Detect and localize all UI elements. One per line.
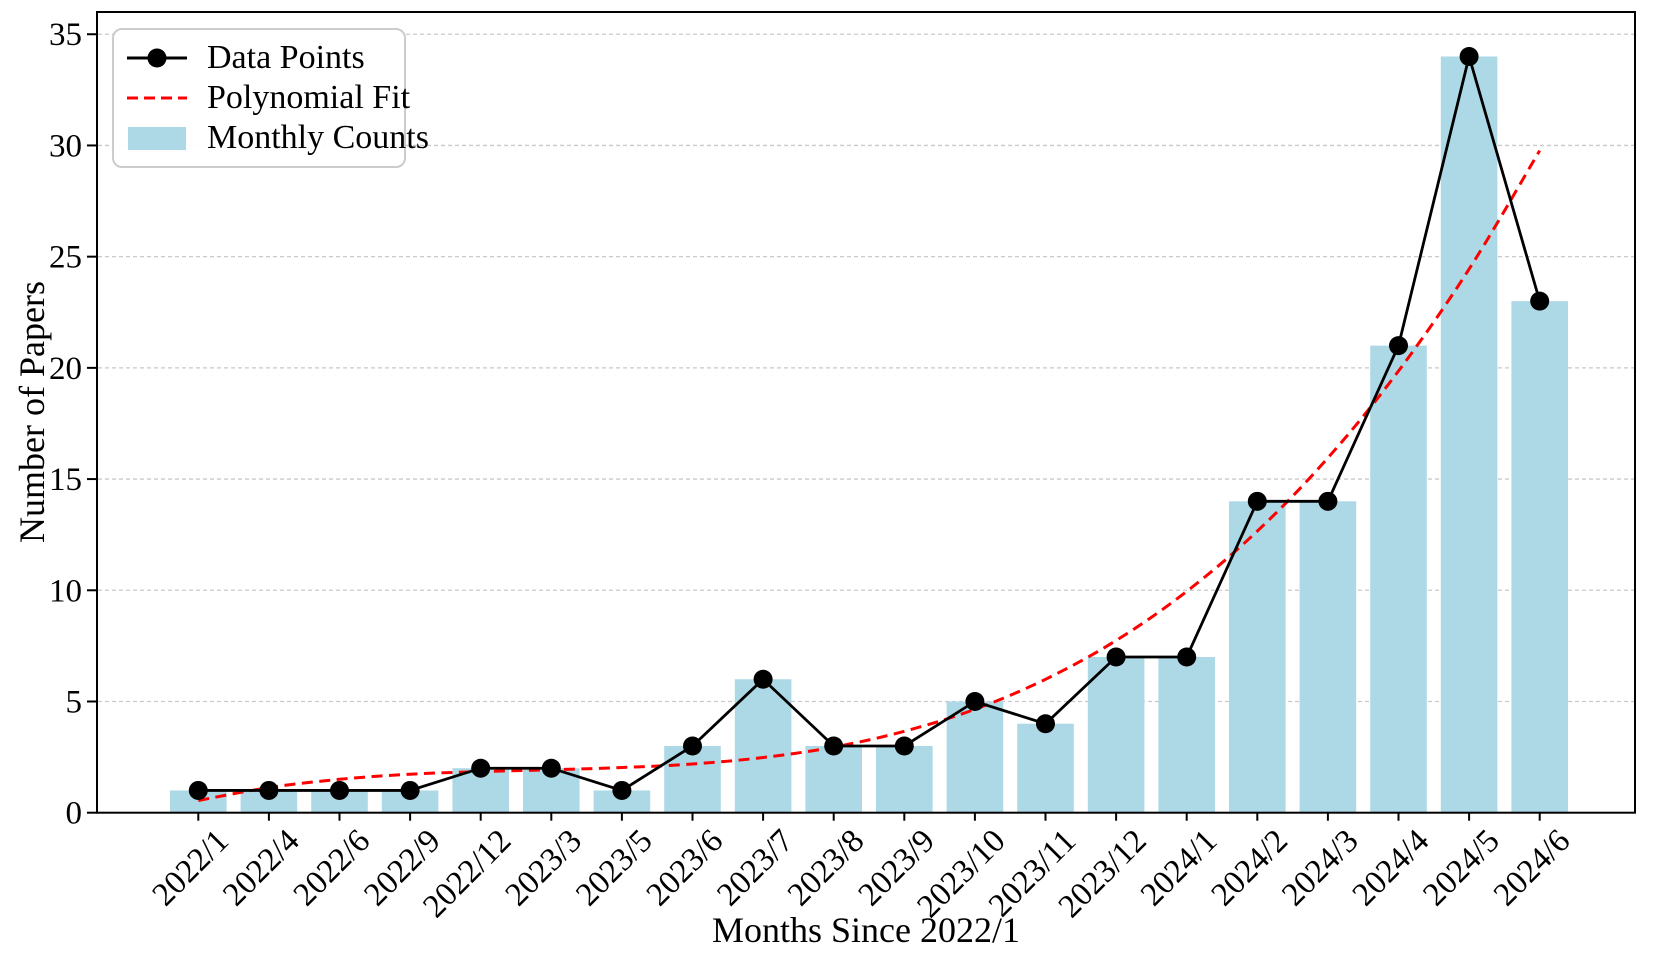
legend: Data Points Polynomial Fit Monthly Count… [112,28,429,168]
x-tick-label: 2023/5 [569,823,659,913]
x-tick-label: 2024/5 [1416,823,1506,913]
data-point-marker [1177,647,1197,667]
data-point-marker [1318,491,1338,511]
data-point-marker [1530,291,1550,311]
y-tick-label: 15 [49,462,82,498]
bar [381,790,439,813]
data-point-marker [188,780,208,800]
legend-label-data-points: Data Points [207,39,365,76]
data-point-marker [683,736,702,756]
bar [1229,501,1286,813]
data-point-marker [753,669,773,689]
x-tick-label: 2023/7 [710,823,800,913]
bar [240,790,298,813]
legend-item-polynomial-fit: Polynomial Fit [125,78,410,118]
data-point-marker [330,780,349,800]
x-tick-label: 2024/4 [1346,823,1436,913]
data-point-marker [1106,647,1126,667]
x-tick-label: 2023/8 [781,823,871,913]
x-tick-label: 2024/1 [1134,823,1224,913]
data-point-marker [259,780,279,800]
y-tick-label: 5 [66,684,83,720]
bar [1511,301,1568,813]
x-tick-label: 2022/6 [287,823,377,913]
bar [1087,657,1145,813]
data-point-marker [1247,491,1267,511]
bar [946,701,1004,813]
data-point-marker [612,780,632,800]
data-point-marker [1036,714,1055,734]
data-point-marker [1459,46,1479,66]
data-point-marker [541,758,561,778]
data-point-marker [824,736,844,756]
bar [593,790,651,813]
legend-item-data-points: Data Points [125,38,394,78]
bar-swatch-icon [128,127,186,150]
x-axis-label: Months Since 2022/1 [712,910,1020,950]
bar [1158,657,1215,813]
data-point-marker [965,691,985,711]
y-tick-label: 0 [66,796,83,832]
dashed-line-icon [127,96,187,100]
x-tick-label: 2023/3 [499,823,589,913]
bar [1017,723,1074,813]
x-tick-label: 2024/3 [1275,823,1365,913]
y-tick-label: 10 [49,573,82,609]
bar [734,679,792,813]
x-tick-label: 2022/4 [216,823,306,913]
bar [805,745,862,813]
x-tick-label: 2024/2 [1205,823,1295,913]
legend-item-monthly-counts: Monthly Counts [125,118,429,158]
bar [1299,501,1357,813]
y-tick-label: 20 [49,351,82,387]
polynomial-fit-line [198,149,1541,802]
data-point-marker [471,758,491,778]
bar [311,790,368,813]
data-point-marker [1389,336,1408,356]
y-tick-label: 30 [49,128,82,164]
legend-label-polynomial-fit: Polynomial Fit [207,79,411,116]
y-tick-label: 35 [49,17,82,53]
data-point-marker [894,736,914,756]
bar [664,745,721,813]
legend-label-monthly-counts: Monthly Counts [207,119,429,156]
y-axis-label: Number of Papers [12,281,52,543]
data-line [198,51,1542,792]
x-tick-label: 2023/6 [640,823,730,913]
data-point-marker [400,780,420,800]
bar [170,790,227,813]
line-with-marker-icon [127,48,187,68]
x-tick-label: 2022/1 [146,823,236,913]
bar [1370,345,1427,813]
y-tick-label: 25 [49,240,82,276]
bar [876,745,933,813]
axes-box [96,11,1636,814]
x-tick-label: 2024/6 [1487,823,1577,913]
bar [1440,56,1498,813]
